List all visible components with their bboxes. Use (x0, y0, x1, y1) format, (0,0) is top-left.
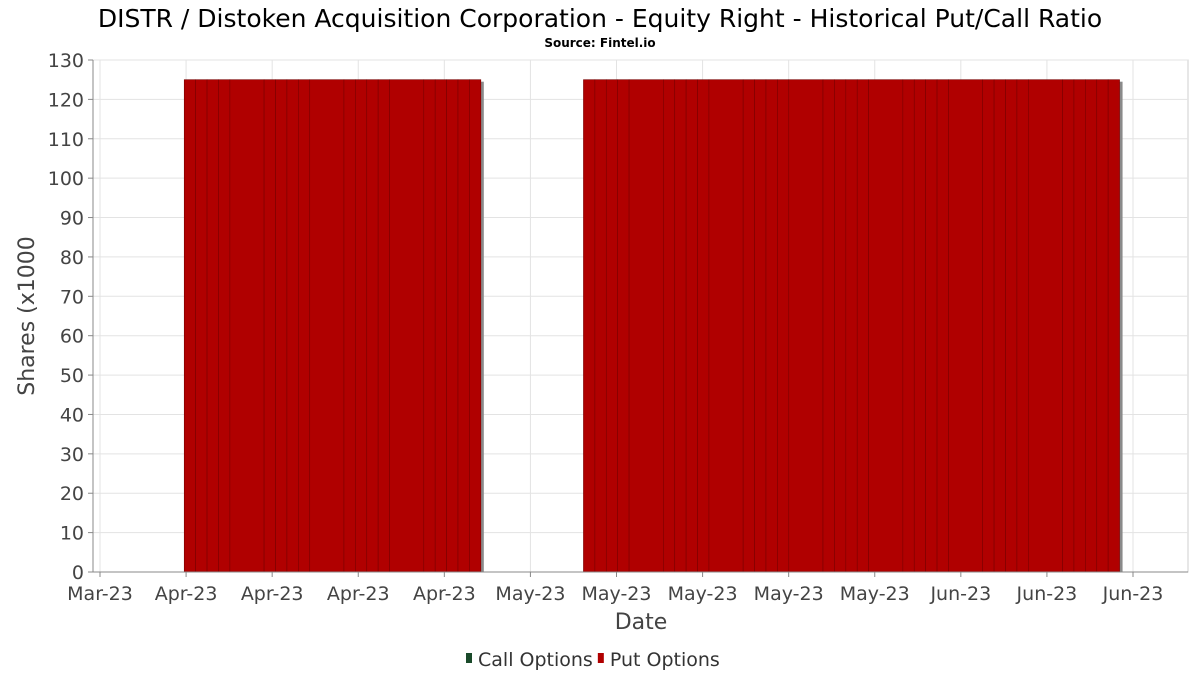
x-tick-label: May-23 (582, 583, 652, 605)
put-option-bar (1062, 79, 1075, 573)
chart-title: DISTR / Distoken Acquisition Corporation… (98, 4, 1102, 33)
legend-label: Call Options (478, 649, 593, 671)
put-option-bar (377, 79, 390, 573)
y-tick-label: 40 (60, 404, 84, 426)
put-option-bar (936, 79, 949, 573)
y-tick-label: 100 (48, 168, 84, 190)
put-option-bar (583, 79, 596, 573)
put-option-bar (275, 79, 288, 573)
x-tick-labels: Mar-23 Apr-23 Apr-23 Apr-23 Apr-23 May-23 May-… (67, 583, 1163, 605)
y-tick-label: 0 (72, 562, 84, 584)
legend-label: Put Options (610, 649, 720, 671)
put-option-bar (1096, 79, 1109, 573)
put-option-bar (1107, 79, 1120, 573)
x-tick-label: Apr-23 (413, 583, 476, 605)
put-option-bar (434, 79, 447, 573)
x-tick-label: Apr-23 (155, 583, 218, 605)
bar-shadow (1119, 81, 1123, 572)
put-option-bar (708, 79, 744, 573)
put-option-bar (457, 79, 470, 573)
put-option-bar (366, 79, 379, 573)
x-tick-label: Jun-23 (1102, 583, 1164, 605)
x-axis-title: Date (615, 610, 668, 635)
put-option-bar (902, 79, 915, 573)
axes (88, 59, 1188, 577)
y-tick-label: 50 (60, 365, 84, 387)
put-option-bar (343, 79, 356, 573)
y-tick-label: 80 (60, 247, 84, 269)
x-tick-label: Apr-23 (327, 583, 390, 605)
put-option-bar (663, 79, 676, 573)
put-option-bar (697, 79, 710, 573)
y-tick-label: 70 (60, 286, 84, 308)
put-option-bar (925, 79, 938, 573)
put-option-bar (982, 79, 995, 573)
put-option-bar (628, 79, 664, 573)
put-option-bar (206, 79, 219, 573)
x-tick-label: May-23 (840, 583, 910, 605)
put-option-bar (777, 79, 790, 573)
chart-subtitle: Source: Fintel.io (544, 36, 655, 50)
legend-swatch (597, 653, 604, 663)
put-option-bar (286, 79, 299, 573)
y-tick-label: 10 (60, 523, 84, 545)
put-option-bar (469, 79, 482, 573)
put-option-bar (355, 79, 368, 573)
put-option-bar (1005, 79, 1018, 573)
bars (183, 79, 1123, 573)
y-tick-label: 130 (48, 50, 84, 72)
legend-swatch (466, 653, 472, 663)
y-tick-label: 60 (60, 326, 84, 348)
put-option-bar (948, 79, 983, 573)
y-tick-label: 120 (48, 89, 84, 111)
put-option-bar (834, 79, 847, 573)
put-option-bar (298, 79, 311, 573)
put-option-bar (845, 79, 858, 573)
y-tick-label: 90 (60, 208, 84, 230)
put-option-bar (1016, 79, 1029, 573)
x-tick-label: May-23 (754, 583, 824, 605)
put-option-bar (742, 79, 755, 573)
put-option-bar (913, 79, 926, 573)
y-tick-label: 20 (60, 483, 84, 505)
put-option-bar (423, 79, 436, 573)
put-option-bar (788, 79, 824, 573)
put-option-bar (446, 79, 459, 573)
x-tick-label: Mar-23 (67, 583, 133, 605)
put-option-bar (195, 79, 208, 573)
put-option-bar (1028, 79, 1063, 573)
x-tick-label: May-23 (495, 583, 565, 605)
put-option-bar (674, 79, 687, 573)
put-option-bar (218, 79, 231, 573)
bar-shadow (480, 81, 484, 572)
put-option-bar (868, 79, 904, 573)
x-tick-label: Apr-23 (241, 583, 304, 605)
x-tick-label: Jun-23 (1016, 583, 1078, 605)
y-tick-label: 110 (48, 129, 84, 151)
put-option-bar (822, 79, 835, 573)
put-option-bar (685, 79, 698, 573)
y-axis-title: Shares (x1000 (15, 236, 40, 396)
put-option-bar (617, 79, 630, 573)
y-tick-labels: 0 10 20 30 40 50 60 70 80 90 100 110 120 130 (48, 50, 84, 584)
x-tick-label: May-23 (668, 583, 738, 605)
put-option-bar (993, 79, 1006, 573)
put-option-bar (1073, 79, 1086, 573)
put-option-bar (754, 79, 767, 573)
put-option-bar (856, 79, 869, 573)
put-option-bar (263, 79, 276, 573)
put-option-bar (229, 79, 265, 573)
put-option-bar (765, 79, 778, 573)
y-tick-label: 30 (60, 444, 84, 466)
put-option-bar (389, 79, 425, 573)
put-option-bar (605, 79, 618, 573)
put-option-bar (594, 79, 607, 573)
x-tick-label: Jun-23 (929, 583, 991, 605)
put-option-bar (1085, 79, 1098, 573)
legend: Call Options Put Options (466, 649, 720, 671)
put-option-bar (309, 79, 345, 573)
put-option-bar (183, 79, 196, 573)
